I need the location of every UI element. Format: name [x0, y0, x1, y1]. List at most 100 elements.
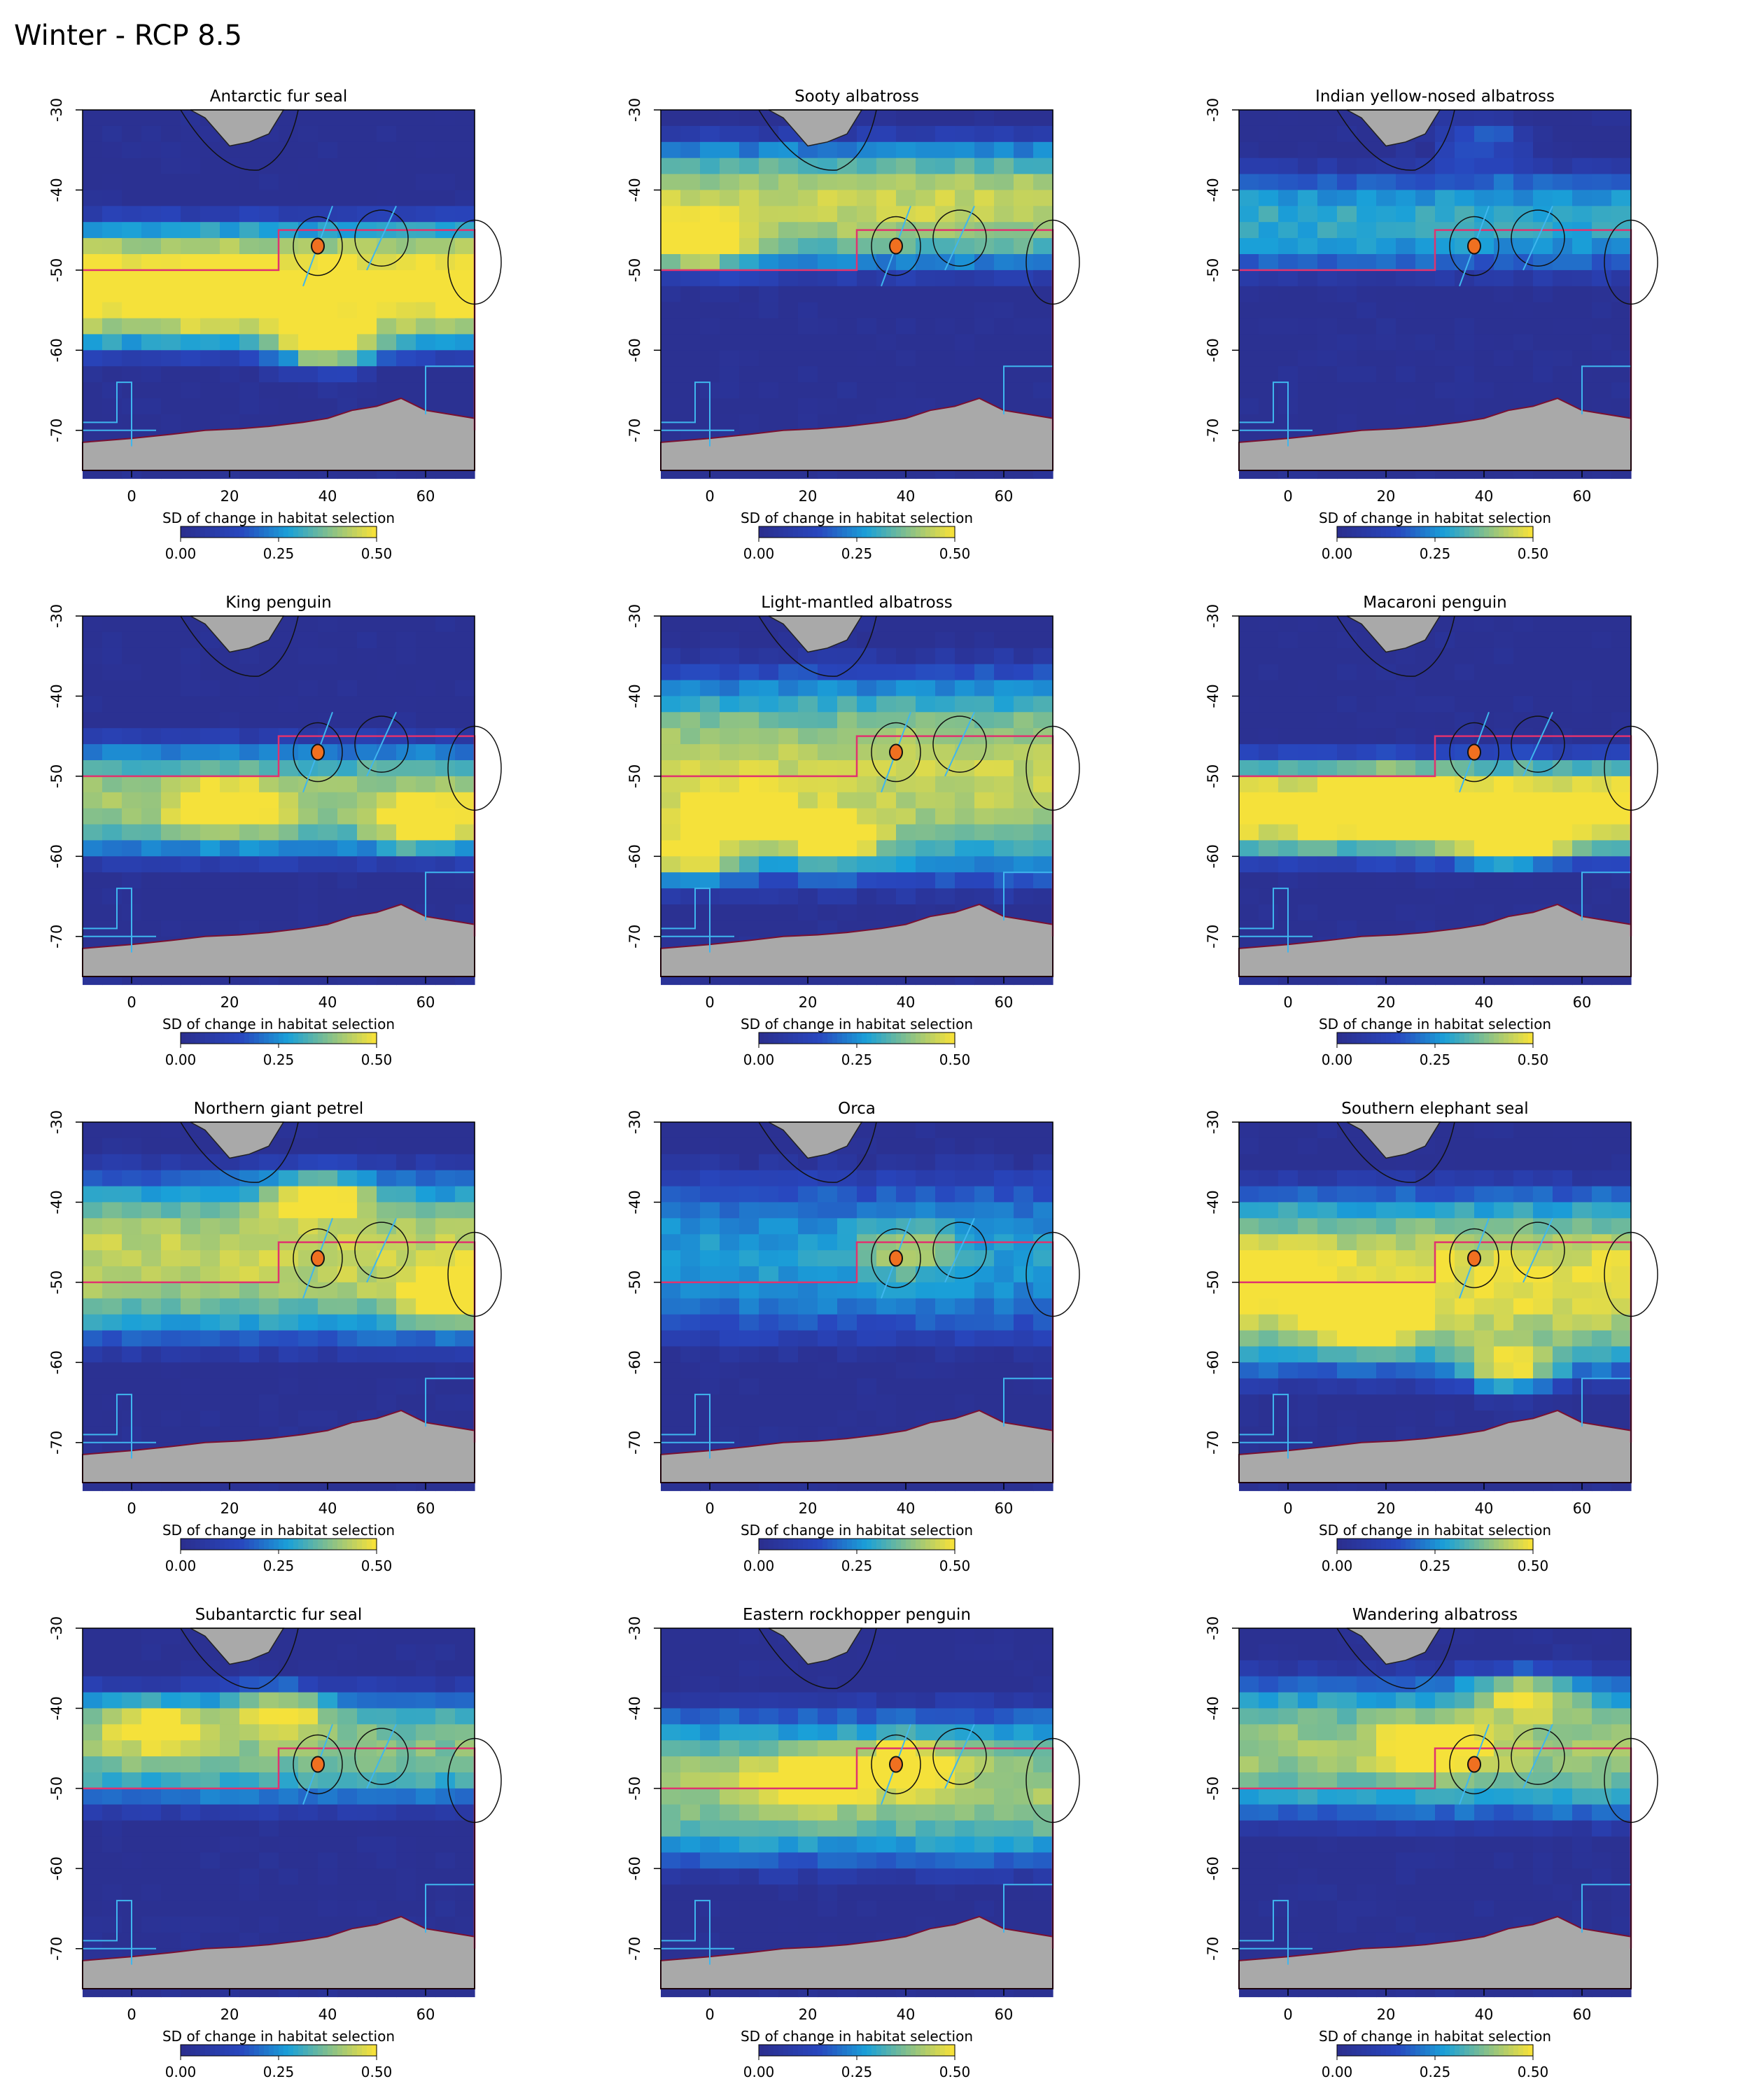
- legend-swatch: [1386, 526, 1392, 538]
- heatmap-cell: [279, 840, 299, 857]
- heatmap-cell: [1474, 888, 1494, 905]
- heatmap-cell: [318, 1282, 338, 1299]
- heatmap-cell: [1572, 712, 1592, 729]
- heatmap-cell: [396, 318, 416, 335]
- heatmap-cell: [318, 110, 338, 127]
- legend-swatch: [945, 1539, 951, 1550]
- heatmap-cell: [416, 840, 436, 857]
- legend-swatch: [930, 1539, 936, 1550]
- heatmap-cell: [416, 334, 436, 351]
- heatmap-cell: [1278, 680, 1298, 697]
- mpa-outline: [83, 888, 156, 953]
- heatmap-cell: [455, 904, 475, 921]
- heatmap-cell: [974, 824, 995, 841]
- heatmap-cell: [161, 1868, 181, 1885]
- heatmap-cell: [122, 872, 142, 889]
- heatmap-cell: [259, 1266, 279, 1283]
- heatmap-cell: [759, 744, 779, 761]
- heatmap-cell: [1337, 125, 1357, 143]
- heatmap-cell: [1533, 1378, 1553, 1395]
- heatmap-cell: [955, 286, 975, 303]
- heatmap-cell: [1435, 141, 1455, 159]
- heatmap-cell: [935, 840, 955, 857]
- legend-swatch: [788, 526, 794, 538]
- heatmap-cell: [857, 1346, 877, 1363]
- heatmap-cell: [661, 206, 681, 223]
- heatmap-cell: [141, 1154, 162, 1171]
- legend-swatch: [945, 1032, 951, 1044]
- heatmap-cell: [994, 334, 1014, 351]
- heatmap-cell: [396, 302, 416, 319]
- heatmap-cell: [220, 824, 240, 841]
- heatmap-cell: [357, 1154, 377, 1171]
- heatmap-cell: [739, 728, 760, 745]
- heatmap-cell: [1357, 190, 1377, 206]
- heatmap-cell: [1396, 141, 1416, 159]
- heatmap-cell: [259, 334, 279, 351]
- heatmap-cell: [1278, 286, 1298, 303]
- heatmap-cell: [1435, 286, 1455, 303]
- heatmap-cell: [122, 1644, 142, 1661]
- heatmap-cell: [141, 1692, 162, 1709]
- heatmap-cell: [759, 254, 779, 271]
- legend-swatch: [1337, 1032, 1343, 1044]
- heatmap-cell: [298, 286, 318, 303]
- legend-swatch: [1450, 526, 1455, 538]
- heatmap-cell: [1396, 270, 1416, 287]
- heatmap-cell: [200, 1282, 220, 1299]
- heatmap-cell: [83, 1378, 103, 1395]
- heatmap-cell: [377, 238, 397, 255]
- heatmap-cell: [700, 1234, 720, 1251]
- heatmap-cell: [994, 1122, 1014, 1139]
- heatmap-cell: [896, 1314, 916, 1331]
- heatmap-cell: [974, 366, 995, 383]
- heatmap-cell: [896, 1122, 916, 1139]
- legend-swatch: [1425, 1539, 1431, 1550]
- heatmap-cell: [455, 1330, 475, 1348]
- heatmap-cell: [377, 1282, 397, 1299]
- heatmap-cell: [279, 1202, 299, 1219]
- heatmap-cell: [798, 1346, 818, 1363]
- heatmap-cell: [1592, 648, 1612, 665]
- heatmap-cell: [357, 270, 377, 287]
- heatmap-cell: [1317, 1282, 1338, 1299]
- y-tick-label: -30: [48, 604, 65, 628]
- heatmap-cell: [1014, 1186, 1034, 1203]
- legend-swatch: [1523, 1032, 1529, 1044]
- heatmap-cell: [916, 254, 936, 271]
- heatmap-cell: [141, 222, 162, 239]
- heatmap-cell: [1376, 808, 1396, 825]
- x-tick-label: 60: [416, 994, 435, 1011]
- heatmap-cell: [1415, 141, 1436, 159]
- heatmap-cell: [1435, 760, 1455, 777]
- heatmap-cell: [122, 1122, 142, 1139]
- heatmap-cell: [778, 1202, 799, 1219]
- heatmap-cell: [220, 414, 240, 431]
- heatmap-cell: [318, 824, 338, 841]
- heatmap-cell: [1376, 286, 1396, 303]
- heatmap-cell: [416, 174, 436, 191]
- heatmap-cell: [455, 712, 475, 729]
- heatmap-cell: [837, 366, 858, 383]
- heatmap-cell: [1494, 776, 1514, 793]
- mpa-outline: [1581, 365, 1631, 414]
- heatmap-cell: [279, 712, 299, 729]
- heatmap-cell: [994, 631, 1014, 649]
- heatmap-cell: [1553, 334, 1573, 351]
- heatmap-cell: [102, 158, 122, 175]
- legend-swatch: [1391, 1539, 1396, 1550]
- heatmap-cell: [798, 808, 818, 825]
- heatmap-cell: [455, 664, 475, 681]
- heatmap-cell: [1396, 904, 1416, 921]
- heatmap-cell: [161, 206, 181, 223]
- heatmap-cell: [837, 398, 858, 415]
- heatmap-cell: [955, 302, 975, 319]
- heatmap-cell: [1592, 158, 1612, 175]
- heatmap-cell: [778, 840, 799, 857]
- heatmap-cell: [435, 1138, 456, 1155]
- legend-swatch: [234, 1032, 240, 1044]
- heatmap-cell: [181, 1218, 201, 1235]
- legend-swatch: [1366, 1032, 1372, 1044]
- heatmap-cell: [298, 350, 318, 367]
